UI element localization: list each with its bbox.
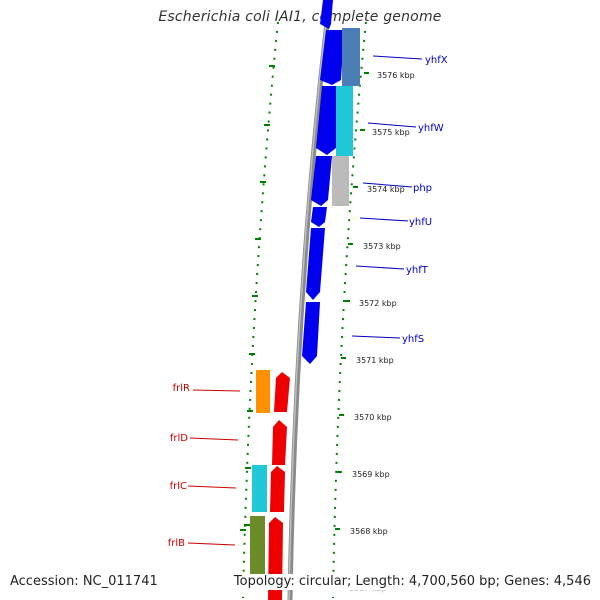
- reverse-genes: [268, 372, 290, 600]
- gene-label-php[interactable]: php: [413, 183, 432, 194]
- kbp-label: 3574 kbp: [367, 185, 405, 194]
- gene-frlR-shade: [256, 370, 270, 413]
- gene-php-shade: [332, 156, 349, 206]
- gene-frlC-shade: [252, 465, 267, 512]
- gene-yhfW-shade: [336, 86, 353, 156]
- gene-yhfT-feature[interactable]: [306, 228, 325, 300]
- gene-label-frlD[interactable]: frlD: [170, 433, 188, 444]
- left-leader-lines: [187, 389, 241, 546]
- right-leader-lines: [351, 55, 423, 339]
- gene-label-yhfT[interactable]: yhfT: [406, 265, 429, 276]
- topology-text: Topology: circular; Length: 4,700,560 bp…: [231, 574, 593, 590]
- kbp-label: 3568 kbp: [350, 527, 388, 536]
- gene-label-yhfU[interactable]: yhfU: [409, 217, 432, 228]
- gene-yhfU-feature[interactable]: [311, 207, 327, 227]
- gene-label-yhfX[interactable]: yhfX: [425, 55, 448, 66]
- gene-yhfW-feature[interactable]: [316, 86, 340, 155]
- map-title: Escherichia coli IAI1, complete genome: [158, 9, 442, 25]
- kbp-label: 3572 kbp: [359, 299, 397, 308]
- gene-frlD-feature[interactable]: [272, 420, 287, 465]
- gene-yhfX-shade: [342, 28, 360, 86]
- gene-label-yhfS[interactable]: yhfS: [402, 334, 424, 345]
- gene-yhfX-feature-2[interactable]: [320, 30, 344, 85]
- gene-label-frlR[interactable]: frlR: [173, 383, 190, 394]
- gene-frlB-shade: [250, 516, 265, 574]
- kbp-label: 3571 kbp: [356, 356, 394, 365]
- gene-yhfX-feature[interactable]: [320, 0, 333, 29]
- gene-yhfS-feature[interactable]: [302, 302, 320, 364]
- left-major-ticks: [240, 65, 275, 531]
- kbp-label: 3575 kbp: [372, 128, 410, 137]
- genome-backbone: [287, 21, 330, 600]
- kbp-label: 3576 kbp: [377, 71, 415, 80]
- kbp-label: 3570 kbp: [354, 413, 392, 422]
- forward-genes: [302, 0, 344, 364]
- gene-frlC-feature[interactable]: [270, 466, 285, 512]
- kbp-labels: 3576 kbp 3575 kbp 3574 kbp 3573 kbp 3572…: [349, 71, 415, 593]
- gene-php-feature[interactable]: [311, 156, 332, 206]
- kbp-label: 3569 kbp: [352, 470, 390, 479]
- gene-label-frlB[interactable]: frlB: [168, 538, 185, 549]
- gene-frlR-feature[interactable]: [274, 372, 290, 412]
- kbp-label: 3573 kbp: [363, 242, 401, 251]
- gene-label-yhfW[interactable]: yhfW: [418, 123, 444, 134]
- accession-text: Accession: NC_011741: [8, 574, 160, 590]
- gene-label-frlC[interactable]: frlC: [170, 481, 187, 492]
